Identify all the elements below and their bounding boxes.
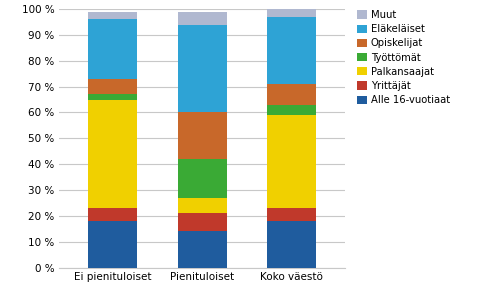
Bar	[267, 105, 316, 115]
Bar	[177, 159, 227, 198]
Bar	[177, 12, 227, 25]
Bar	[267, 115, 316, 208]
Bar	[88, 19, 138, 79]
Bar	[267, 84, 316, 105]
Bar	[267, 208, 316, 221]
Bar	[177, 112, 227, 159]
Bar	[177, 231, 227, 268]
Bar	[177, 25, 227, 112]
Bar	[88, 95, 138, 100]
Bar	[88, 208, 138, 221]
Bar	[267, 221, 316, 268]
Bar	[88, 12, 138, 19]
Bar	[177, 213, 227, 231]
Bar	[88, 221, 138, 268]
Bar	[177, 198, 227, 213]
Bar	[267, 9, 316, 17]
Bar	[88, 100, 138, 208]
Bar	[88, 79, 138, 95]
Legend: Muut, Eläkeläiset, Opiskelijat, Työttömät, Palkansaajat, Yrittäjät, Alle 16-vuot: Muut, Eläkeläiset, Opiskelijat, Työttömä…	[356, 9, 451, 106]
Bar	[267, 17, 316, 84]
